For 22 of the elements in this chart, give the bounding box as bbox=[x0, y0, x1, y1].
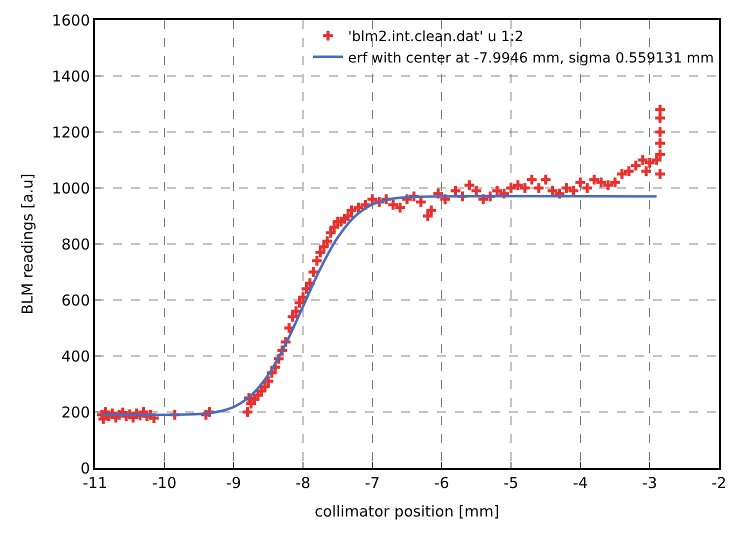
x-tick-label: -5 bbox=[504, 474, 518, 492]
legend-label: 'blm2.int.clean.dat' u 1:2 bbox=[348, 29, 524, 46]
y-tick-label: 1400 bbox=[52, 67, 90, 86]
y-axis-title: BLM readings [a.u] bbox=[18, 173, 37, 315]
y-tick-label: 600 bbox=[61, 291, 90, 310]
x-tick-label: -10 bbox=[152, 474, 177, 492]
x-tick-label: -7 bbox=[364, 474, 380, 492]
x-tick-label: -2 bbox=[712, 474, 726, 492]
x-tick-label: -3 bbox=[642, 474, 658, 492]
y-tick-label: 1200 bbox=[52, 123, 90, 142]
y-tick-label: 400 bbox=[61, 347, 90, 366]
y-tick-label: 200 bbox=[61, 403, 90, 422]
x-tick-label: -4 bbox=[572, 474, 588, 492]
y-tick-label: 800 bbox=[61, 235, 90, 254]
legend-label: erf with center at -7.9946 mm, sigma 0.559131 mm bbox=[348, 50, 714, 66]
y-tick-label: 1600 bbox=[52, 11, 90, 30]
x-tick-label: -6 bbox=[434, 474, 450, 492]
y-tick-label: 1000 bbox=[52, 179, 90, 198]
line-series bbox=[100, 194, 658, 416]
x-tick-label: -8 bbox=[296, 474, 310, 492]
x-axis-title: collimator position [mm] bbox=[314, 502, 500, 520]
x-tick-label: -9 bbox=[226, 474, 242, 492]
